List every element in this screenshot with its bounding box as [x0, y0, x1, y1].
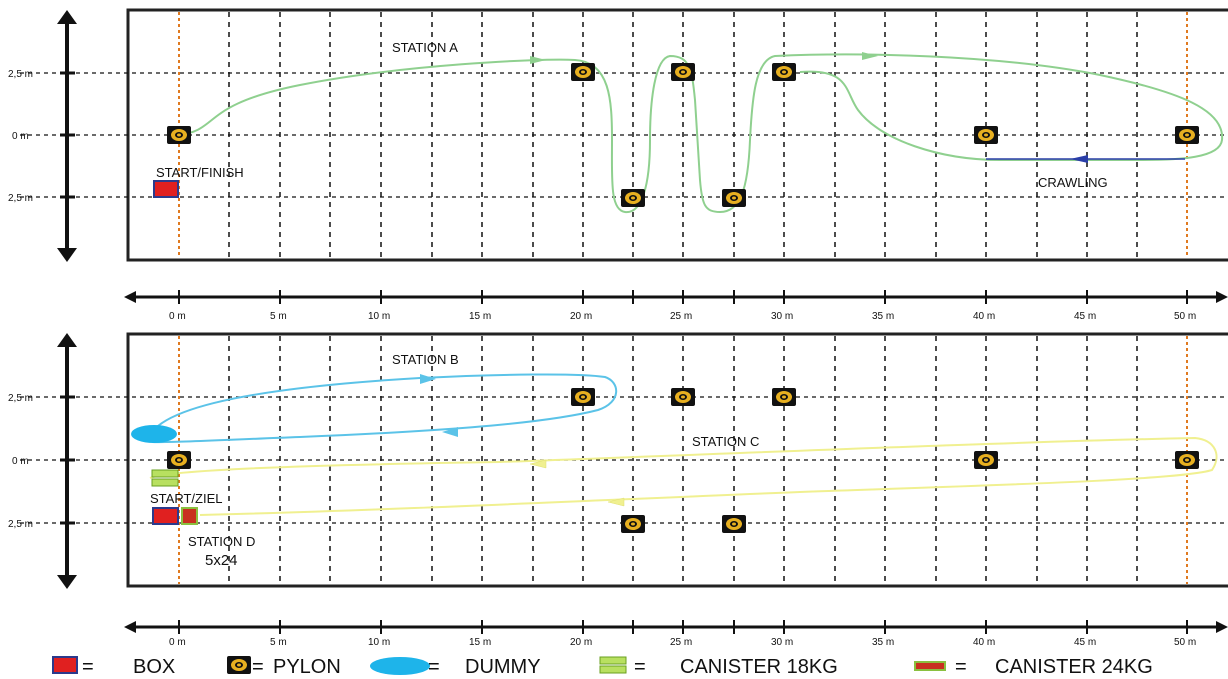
bottom-vertical-scale-arrow [57, 333, 77, 589]
legend-canister-18kg-icon [599, 656, 627, 674]
top-x-label-35: 35 m [872, 311, 894, 322]
bottom-y-label-center: 0 m [12, 456, 29, 467]
bottom-x-label-10: 10 m [368, 637, 390, 648]
top-x-label-45: 45 m [1074, 311, 1096, 322]
station-c-path [149, 436, 1218, 516]
pylon-icon [671, 388, 695, 406]
top-vertical-grid [228, 12, 1138, 258]
pylon-icon [772, 63, 796, 81]
legend-box-label: BOX [133, 656, 175, 678]
legend-dummy-label: DUMMY [465, 656, 541, 678]
bottom-x-label-5: 5 m [270, 637, 287, 648]
top-start-label: START/FINISH [156, 165, 244, 180]
bottom-pylons [167, 388, 1199, 533]
station-d-reps: 5x24 [205, 552, 238, 569]
canister-18kg-icon [151, 469, 179, 487]
bottom-y-label-upper: 2,5 m [8, 393, 33, 404]
bottom-x-label-50: 50 m [1174, 637, 1196, 648]
station-c-arrow-2 [607, 497, 625, 507]
legend-box-icon [52, 656, 78, 674]
top-x-labels: 0 m 5 m 10 m 15 m 20 m 25 m 30 m 35 m 40… [169, 311, 1196, 322]
top-y-label-lower: 2,5 m [8, 193, 33, 204]
pylon-icon [722, 189, 746, 207]
top-x-label-30: 30 m [771, 311, 793, 322]
bottom-x-label-0: 0 m [169, 637, 186, 648]
canister-24kg-icon [181, 507, 198, 525]
station-a-label: STATION A [392, 40, 458, 55]
legend-equals-box: = [82, 656, 94, 678]
top-x-label-0: 0 m [169, 311, 186, 322]
legend-equals-dummy: = [428, 656, 440, 678]
station-b-arrow-2 [442, 427, 458, 437]
legend-pylon-label: PYLON [273, 656, 341, 678]
pylon-icon [671, 63, 695, 81]
top-x-label-20: 20 m [570, 311, 592, 322]
top-pylons [167, 63, 1199, 207]
bottom-start-label: START/ZIEL [150, 491, 222, 506]
dummy-icon [131, 425, 177, 443]
legend-equals-canister24: = [955, 656, 967, 678]
legend-dummy-icon [370, 657, 430, 675]
bottom-x-labels: 0 m 5 m 10 m 15 m 20 m 25 m 30 m 35 m 40… [169, 637, 1196, 648]
station-c-label: STATION C [692, 434, 759, 449]
bottom-x-label-25: 25 m [670, 637, 692, 648]
bottom-x-label-30: 30 m [771, 637, 793, 648]
legend-pylon-icon [227, 656, 251, 674]
top-x-label-5: 5 m [270, 311, 287, 322]
bottom-y-label-lower: 2,5 m [8, 519, 33, 530]
top-y-label-center: 0 m [12, 131, 29, 142]
crawling-arrow [1070, 155, 1088, 163]
bottom-x-label-35: 35 m [872, 637, 894, 648]
pylon-icon [722, 515, 746, 533]
bottom-x-label-15: 15 m [469, 637, 491, 648]
bottom-x-label-40: 40 m [973, 637, 995, 648]
legend-canister18-label: CANISTER 18KG [680, 656, 838, 678]
bottom-x-axis [124, 620, 1228, 634]
top-vertical-scale-arrow [57, 10, 77, 262]
bottom-field: 2,5 m 0 m 2,5 m [8, 332, 1228, 589]
station-a-arrow-2 [862, 52, 878, 60]
top-x-axis [124, 290, 1228, 304]
pylon-icon [571, 388, 595, 406]
station-b-path [149, 373, 618, 444]
legend-equals-pylon: = [252, 656, 264, 678]
station-a-path [178, 53, 1224, 214]
pylon-icon [1175, 451, 1199, 469]
top-start-box [153, 180, 179, 198]
legend-canister24-label: CANISTER 24KG [995, 656, 1153, 678]
top-field: 2,5 m 0 m 2,5 m [8, 8, 1228, 262]
pylon-icon [167, 126, 191, 144]
pylon-icon [621, 515, 645, 533]
top-x-label-25: 25 m [670, 311, 692, 322]
pylon-icon [621, 189, 645, 207]
station-c-arrow-1 [529, 459, 547, 469]
station-b-arrow-1 [420, 374, 436, 384]
pylon-icon [974, 126, 998, 144]
bottom-x-label-20: 20 m [570, 637, 592, 648]
top-x-label-15: 15 m [469, 311, 491, 322]
legend-equals-canister18: = [634, 656, 646, 678]
top-x-label-10: 10 m [368, 311, 390, 322]
pylon-icon [167, 451, 191, 469]
legend-canister-24kg-icon [914, 661, 946, 671]
station-d-label: STATION D [188, 534, 255, 549]
bottom-start-box [152, 507, 179, 525]
pylon-icon [974, 451, 998, 469]
top-x-label-40: 40 m [973, 311, 995, 322]
pylon-icon [772, 388, 796, 406]
bottom-x-label-45: 45 m [1074, 637, 1096, 648]
top-y-label-upper: 2,5 m [8, 69, 33, 80]
crawling-label: CRAWLING [1038, 175, 1108, 190]
top-x-label-50: 50 m [1174, 311, 1196, 322]
station-a-arrow-1 [530, 56, 546, 64]
pylon-icon [1175, 126, 1199, 144]
pylon-icon [571, 63, 595, 81]
station-b-label: STATION B [392, 352, 459, 367]
legend: = BOX = PYLON = DUMMY = CANISTER 18KG = … [52, 656, 1153, 678]
